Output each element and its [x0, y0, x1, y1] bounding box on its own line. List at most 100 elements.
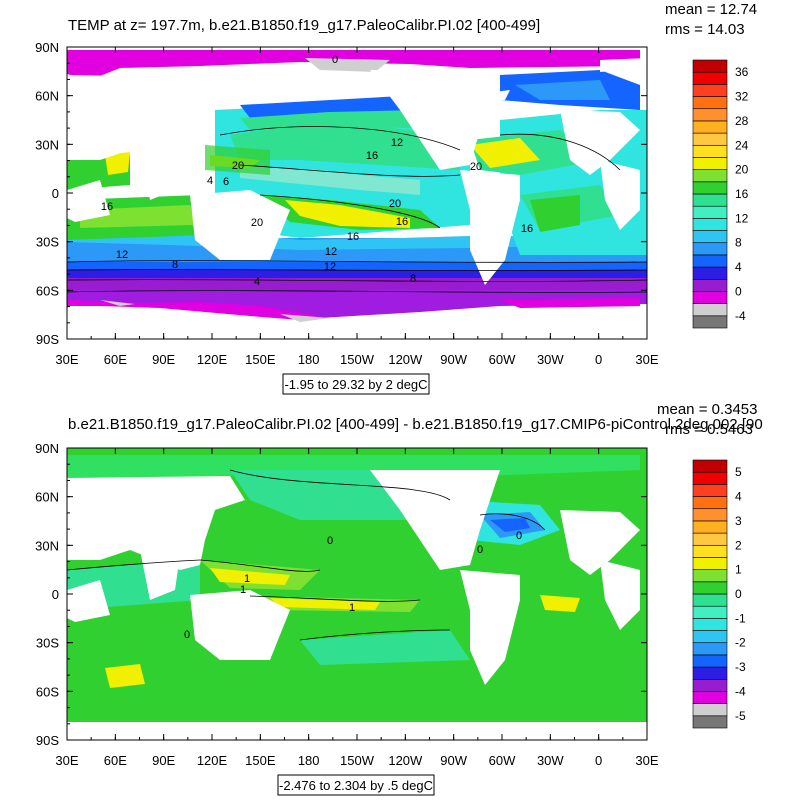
colorbar-label: -3	[735, 660, 746, 674]
contour-label: 16	[347, 231, 359, 243]
colorbar-box	[692, 581, 728, 595]
colorbar-box	[692, 520, 728, 534]
colorbar-box	[692, 703, 728, 717]
y-tick-label: 0	[52, 186, 59, 201]
x-tick-label: 120E	[197, 753, 228, 768]
colorbar-label: -4	[735, 684, 746, 698]
y-tick-label: 60N	[35, 89, 59, 104]
colorbar-box	[692, 557, 728, 570]
colorbar-box	[692, 496, 728, 510]
colorbar-label: 5	[735, 465, 742, 479]
contour-label: 20	[232, 160, 244, 172]
colorbar-label: -4	[735, 309, 746, 323]
panel-1-info-text: -1.95 to 29.32 by 2 degC	[284, 377, 427, 392]
colorbar-box	[692, 120, 728, 134]
panel-1-title: TEMP at z= 197.7m, b.e21.B1850.f19_g17.P…	[68, 17, 540, 34]
contour-label: 1	[244, 573, 250, 585]
x-tick-label: 150W	[340, 352, 375, 367]
colorbar-box	[692, 315, 728, 329]
colorbar-label: 32	[735, 90, 749, 104]
colorbar-box	[692, 71, 728, 85]
panel-2-map	[67, 448, 647, 740]
contour-label: 0	[327, 535, 333, 547]
colorbar-box	[692, 169, 728, 183]
y-tick-label: 90S	[36, 733, 59, 748]
colorbar-box	[692, 96, 728, 110]
contour-label: 1	[240, 584, 246, 596]
panel-1-mean: mean = 12.74	[665, 1, 757, 18]
colorbar-label: 4	[735, 490, 742, 504]
colorbar-box	[692, 278, 728, 292]
contour-label: 0	[184, 629, 190, 641]
panel-1-colorbar: -4 0 4 8 12 16 20 24 28 32 36	[692, 59, 749, 329]
panel-1-rms: rms = 14.03	[665, 21, 745, 38]
contour-label: 0	[516, 530, 522, 542]
colorbar-box	[692, 266, 728, 280]
panel-2-x-ticks: 30E 60E 90E 120E 150E 180 150W 120W 90W 60W 30W 0 30…	[55, 448, 659, 768]
contour-label: 16	[366, 150, 378, 162]
colorbar-label: 4	[735, 260, 742, 274]
contour-label: 16	[101, 201, 113, 213]
contour-label: 12	[116, 249, 128, 261]
colorbar-box	[692, 654, 728, 668]
y-tick-label: 90N	[35, 40, 59, 55]
colorbar-box	[692, 242, 728, 256]
colorbar-label: 24	[735, 138, 749, 152]
colorbar-label: 1	[735, 563, 742, 577]
x-tick-label: 90E	[152, 753, 175, 768]
panel-1-map	[67, 47, 647, 339]
contour-label: 4	[254, 276, 260, 288]
colorbar-label: 3	[735, 514, 742, 528]
x-tick-label: 120W	[388, 352, 423, 367]
x-tick-label: 30W	[537, 753, 564, 768]
contour-label: 0	[477, 544, 483, 556]
colorbar-box	[692, 230, 728, 244]
colorbar-box	[692, 84, 728, 97]
colorbar-box	[692, 593, 728, 607]
colorbar-box	[692, 569, 728, 583]
x-tick-label: 60W	[489, 753, 516, 768]
y-tick-label: 60S	[36, 684, 59, 699]
panel-2-contour-lines	[66, 469, 546, 641]
y-tick-label: 30N	[35, 538, 59, 553]
x-tick-label: 120W	[388, 753, 423, 768]
colorbar-box	[692, 218, 728, 231]
colorbar-box	[692, 254, 728, 268]
panel-1-x-ticks: 30E 60E 90E 120E 150E 180 150W 120W 90W 60W 30W 0 30…	[55, 47, 659, 367]
contour-label: 0	[332, 54, 338, 66]
colorbar-label: 0	[735, 284, 742, 298]
panel-2-rms: rms = 0.5463	[665, 421, 753, 438]
colorbar-label: 12	[735, 211, 749, 225]
colorbar-box	[692, 642, 728, 656]
panel-2-info-box	[277, 774, 435, 796]
y-tick-label: 30S	[36, 235, 59, 250]
colorbar-label: 2	[735, 538, 742, 552]
panel-2-title: b.e21.B1850.f19_g17.PaleoCalibr.PI.02 [4…	[68, 416, 763, 433]
y-tick-label: 90N	[35, 441, 59, 456]
x-tick-label: 30W	[537, 352, 564, 367]
panel-2-colorbar: -5 -4 -3 -2 -1 0 1 2 3 4 5	[692, 459, 746, 729]
colorbar-box	[692, 678, 728, 692]
x-tick-label: 180	[298, 753, 320, 768]
x-tick-label: 150E	[245, 352, 276, 367]
panel-2-info-text: -2.476 to 2.304 by .5 degC	[279, 778, 433, 793]
x-tick-label: 30E	[55, 753, 78, 768]
x-tick-label: 90W	[440, 352, 467, 367]
x-tick-label: 30E	[55, 352, 78, 367]
contour-label: 1	[349, 602, 355, 614]
panel-2: b.e21.B1850.f19_g17.PaleoCalibr.PI.02 [4…	[35, 401, 763, 796]
contour-label: 12	[391, 137, 403, 149]
colorbar-box	[692, 630, 728, 644]
colorbar-box	[692, 303, 728, 317]
panel-2-y-ticks: 90N 60N 30N 0 30S 60S 90S	[35, 441, 647, 748]
colorbar-box	[692, 544, 728, 558]
colorbar-box	[692, 715, 728, 729]
contour-label: 20	[389, 198, 401, 210]
colorbar-label: 0	[735, 587, 742, 601]
colorbar-label: 20	[735, 163, 749, 177]
contour-label: 12	[324, 261, 336, 273]
contour-label: 20	[470, 161, 482, 173]
colorbar-box	[692, 181, 728, 195]
